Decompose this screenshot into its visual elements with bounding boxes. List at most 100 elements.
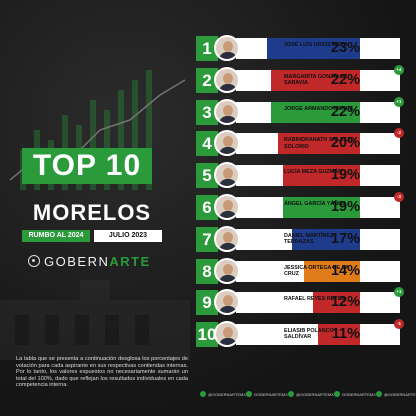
candidate-bar-fill [304, 260, 360, 282]
percentage-box [360, 38, 400, 59]
candidate-percentage: 17% [330, 230, 360, 247]
candidate-name: ÁNGEL GARCÍA YÁÑEZ [284, 200, 345, 207]
rank-number: 7 [196, 226, 218, 252]
percentage-box [360, 133, 400, 155]
social-handle[interactable]: @GOBERNARTEMX [287, 391, 334, 397]
candidate-name: RAFAEL REYES REYES [284, 296, 346, 303]
rank-change-badge: -2 [394, 128, 404, 139]
ranking-row: 7 DANIEL MARTÍNEZ TERRAZAS 17% [196, 225, 406, 252]
candidate-photo [214, 321, 240, 348]
ranking-row: 4 RABINDRANATH SALAZAR SOLORIO 20% -2 [196, 128, 406, 157]
candidate-photo [214, 193, 240, 220]
candidate-bar-fill [291, 228, 360, 250]
rank-number: 5 [196, 163, 218, 189]
candidate-bar: MARGARITA GONZÁLEZ SARAVIA [236, 69, 372, 91]
brand-name-part1: GOBERN [44, 253, 110, 269]
date-label: JULIO 2023 [94, 230, 162, 242]
social-icon [200, 391, 206, 397]
rank-number: 10 [196, 322, 218, 348]
subtitle-row: RUMBO AL 2024 JULIO 2023 [22, 230, 162, 242]
candidate-bar-fill [317, 324, 360, 346]
candidate-bar-fill [312, 292, 360, 314]
social-handle[interactable]: GOBERNARTEMX [246, 391, 288, 397]
candidate-percentage: 22% [330, 103, 360, 120]
candidate-bar: LUCÍA MEZA GUZMÁN [236, 165, 372, 187]
social-handle[interactable]: GOBERNARTEMX [333, 391, 376, 397]
candidate-bar-fill [283, 165, 360, 187]
social-handle-text: @GOBERNARTEMX [295, 391, 334, 397]
rank-number: 8 [196, 258, 218, 284]
ranking-list: 1 JOSÉ LUIS URIÓSTEGUI 23% 2 MARGARITA G… [196, 35, 406, 354]
candidate-bar: JESSICA ORTEGA DE LA CRUZ [236, 260, 372, 282]
social-icon [287, 391, 294, 397]
candidate-percentage: 19% [330, 198, 360, 215]
candidate-percentage: 20% [330, 135, 360, 152]
ranking-row: 6 ÁNGEL GARCÍA YÁÑEZ 19% -3 [196, 191, 406, 220]
percentage-box [360, 165, 400, 187]
candidate-photo [214, 130, 240, 157]
rumbo-label: RUMBO AL 2024 [22, 230, 90, 242]
ranking-row: 2 MARGARITA GONZÁLEZ SARAVIA 22% +4 [196, 64, 406, 93]
candidate-name: DANIEL MARTÍNEZ TERRAZAS [284, 232, 334, 245]
social-icon [246, 391, 252, 397]
candidate-photo [214, 98, 240, 125]
rank-change-badge: +1 [394, 287, 404, 298]
left-panel: TOP 10 MORELOS RUMBO AL 2024 JULIO 2023 … [0, 0, 190, 416]
candidate-photo [214, 162, 240, 189]
candidate-bar: DANIEL MARTÍNEZ TERRAZAS [236, 228, 372, 250]
social-icon [333, 391, 340, 397]
top10-title: TOP 10 [22, 148, 152, 184]
candidate-bar-fill [278, 133, 360, 155]
candidate-name: ELIASIB POLANCO SALDÍVAR [284, 328, 334, 341]
rank-number: 9 [196, 290, 218, 316]
social-handle-text: GOBERNARTEMX [254, 391, 288, 397]
rank-number: 1 [196, 36, 218, 61]
candidate-bar-fill [270, 101, 360, 123]
candidate-photo [214, 225, 240, 252]
candidate-bar-fill [267, 38, 360, 59]
percentage-box [360, 292, 400, 314]
candidate-photo [214, 289, 240, 316]
social-icon [375, 391, 382, 397]
candidate-name: JESSICA ORTEGA DE LA CRUZ [284, 264, 349, 277]
ranking-row: 9 RAFAEL REYES REYES 12% +1 [196, 287, 406, 316]
percentage-box [360, 69, 400, 91]
social-handle-text: GOBERNARTEMX [341, 391, 376, 397]
candidate-photo [214, 66, 240, 93]
ranking-row: 3 JORGE ARMANDO MEADE 22% +1 [196, 96, 406, 125]
candidate-name: MARGARITA GONZÁLEZ SARAVIA [284, 73, 348, 86]
candidate-percentage: 14% [330, 262, 360, 279]
candidate-bar-fill [283, 196, 360, 218]
disclaimer-text: La tabla que se presenta a continuación … [16, 356, 188, 389]
percentage-box [360, 101, 400, 123]
candidate-percentage: 11% [331, 326, 360, 343]
rank-number: 2 [196, 67, 218, 93]
ranking-row: 10 ELIASIB POLANCO SALDÍVAR 11% -1 [196, 319, 406, 348]
rank-change-badge: +4 [394, 64, 404, 75]
background-building-graphic [0, 280, 190, 360]
candidate-bar: JORGE ARMANDO MEADE [236, 101, 372, 123]
brand-name: GOBERNARTE [44, 254, 151, 269]
candidate-percentage: 23% [330, 40, 360, 56]
candidate-name: JORGE ARMANDO MEADE [284, 105, 354, 112]
social-handle-text: @GOBERNARTEMX [208, 391, 246, 397]
social-handle[interactable]: @GOBERNARTE [375, 391, 416, 397]
candidate-name: LUCÍA MEZA GUZMÁN [284, 169, 342, 176]
state-name: MORELOS [32, 200, 152, 225]
social-footer: @GOBERNARTEMX GOBERNARTEMX @GOBERNARTEMX GO… [200, 388, 416, 400]
candidate-percentage: 12% [330, 294, 360, 311]
social-handle-text: @GOBERNARTE [383, 391, 416, 397]
candidate-name: RABINDRANATH SALAZAR SOLORIO [284, 137, 355, 150]
social-handle[interactable]: @GOBERNARTEMX [200, 391, 246, 397]
percentage-box [360, 196, 400, 218]
percentage-box [360, 324, 400, 346]
brand-name-part2: ARTE [109, 253, 151, 269]
brand-logo-icon [28, 255, 40, 267]
rank-number: 6 [196, 194, 218, 220]
brand-logo: GOBERNARTE [28, 253, 168, 269]
ranking-row: 8 JESSICA ORTEGA DE LA CRUZ 14% [196, 257, 406, 284]
candidate-bar: ELIASIB POLANCO SALDÍVAR [236, 324, 372, 346]
candidate-percentage: 22% [330, 71, 360, 88]
candidate-photo [214, 257, 240, 284]
candidate-name: JOSÉ LUIS URIÓSTEGUI [284, 42, 348, 48]
